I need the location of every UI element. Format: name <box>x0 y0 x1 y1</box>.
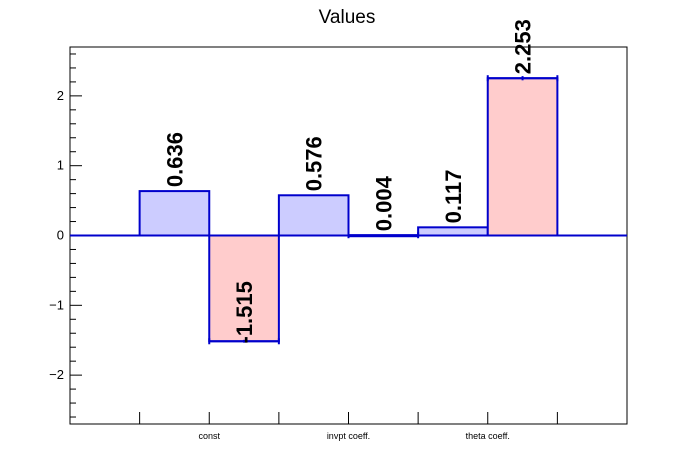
y-tick-label: 1 <box>57 158 64 173</box>
value-label: 0.004 <box>371 175 396 231</box>
value-label: 0.576 <box>302 136 327 191</box>
y-axis: −2 −1 0 1 2 <box>49 53 82 418</box>
value-labels-layer: 0.636 0.576 0.117 -1.515 0.004 2.253 <box>162 19 535 343</box>
value-label: 0.636 <box>162 132 187 187</box>
bar <box>208 234 280 343</box>
bar <box>138 190 211 237</box>
x-category-label: const <box>198 431 220 441</box>
bars-layer <box>70 75 627 345</box>
x-category-label: theta coeff. <box>466 431 510 441</box>
y-tick-label: 0 <box>57 228 64 243</box>
x-category-label: invpt coeff. <box>327 431 370 441</box>
y-tick-label: 2 <box>57 88 64 103</box>
bar <box>486 77 559 237</box>
bar <box>277 194 350 237</box>
chart-title: Values <box>319 7 376 28</box>
value-label: 0.117 <box>441 169 466 223</box>
value-label: 2.253 <box>511 19 536 74</box>
y-tick-label: −1 <box>49 297 64 312</box>
x-axis: const invpt coeff. theta coeff. <box>139 412 558 441</box>
y-tick-label: −2 <box>49 367 64 382</box>
value-label: -1.515 <box>232 281 257 343</box>
bar <box>417 226 489 237</box>
